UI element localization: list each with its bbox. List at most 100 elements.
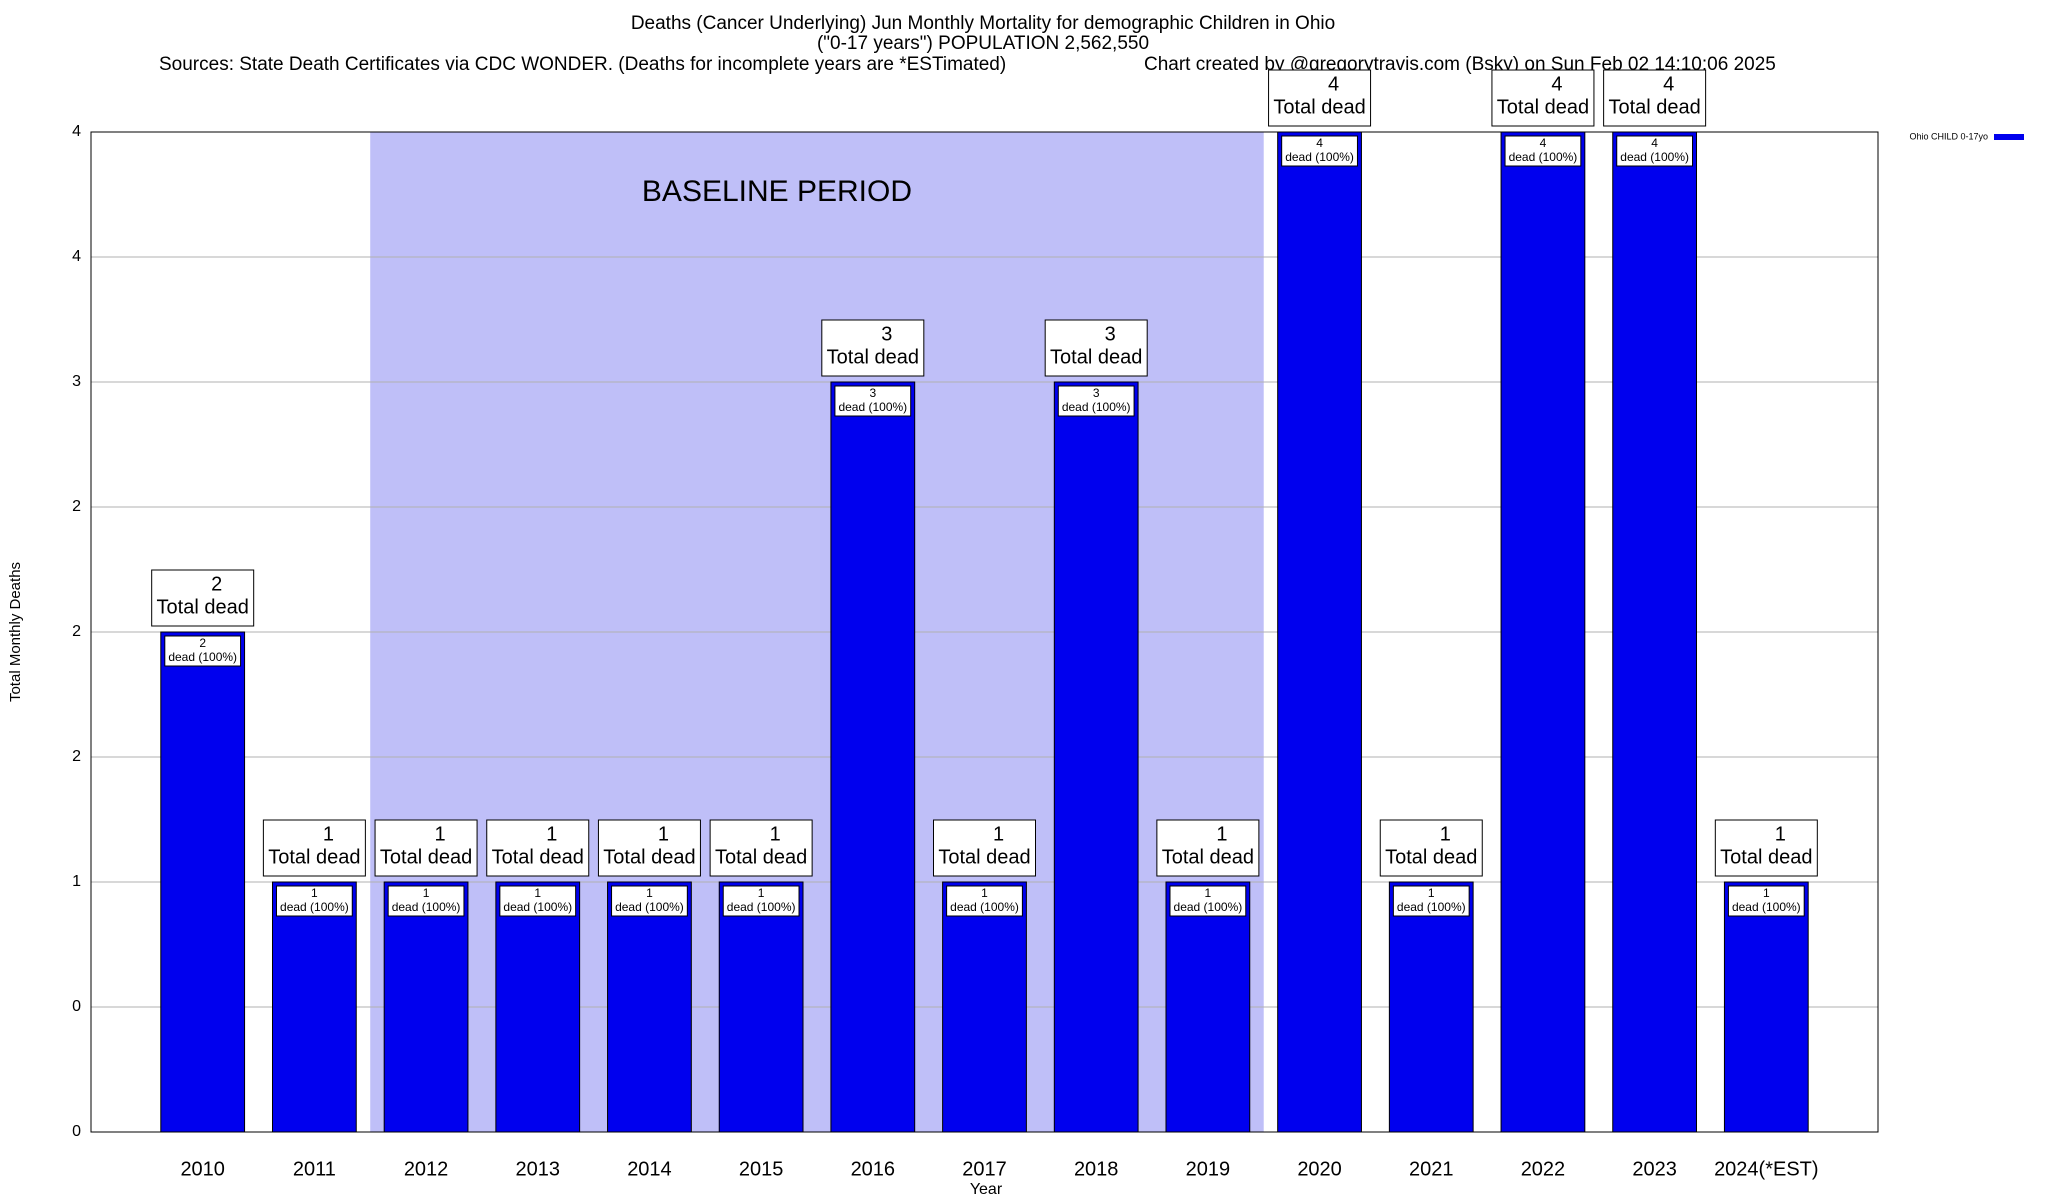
chart-subtitle: ("0-17 years") POPULATION 2,562,550 <box>817 33 1149 54</box>
total-box <box>1044 319 1148 377</box>
bar-label-box <box>1057 385 1135 417</box>
bar-label: dead (100%) <box>1509 150 1578 164</box>
bar-label: dead (100%) <box>615 900 684 914</box>
x-tick-label: 2015 <box>739 1158 784 1180</box>
y-tick-label: 3 <box>72 373 81 390</box>
x-tick-label: 2013 <box>516 1158 561 1180</box>
total-value-label: 1 <box>993 823 1004 845</box>
bar-label-box <box>387 885 465 917</box>
total-box <box>374 819 478 877</box>
bar-value-label: 1 <box>1428 886 1435 900</box>
x-tick-label: 2021 <box>1409 1158 1454 1180</box>
bar-value-label: 2 <box>199 636 206 650</box>
total-value-label: 2 <box>211 573 222 595</box>
legend-swatch <box>1994 134 2024 140</box>
bar-label-box <box>946 885 1023 917</box>
total-label: Total dead <box>603 846 695 868</box>
y-tick-label: 2 <box>72 623 81 640</box>
total-box <box>597 819 701 877</box>
bar-label-box <box>1392 885 1470 917</box>
total-label: Total dead <box>1273 96 1365 118</box>
y-tick-label: 0 <box>72 1123 81 1140</box>
x-axis-label: Year <box>970 1181 1003 1198</box>
total-label: Total dead <box>1608 96 1700 118</box>
total-box <box>1156 819 1260 877</box>
bar-label-box <box>1504 135 1582 167</box>
total-value-label: 1 <box>546 823 557 845</box>
x-tick-label: 2010 <box>180 1158 225 1180</box>
total-label: Total dead <box>827 346 919 368</box>
bar-label: dead (100%) <box>838 400 907 414</box>
bar <box>1053 381 1139 1133</box>
bar <box>942 881 1027 1133</box>
total-label: Total dead <box>1162 846 1254 868</box>
bar-value-label: 1 <box>646 886 653 900</box>
bar-label-box <box>722 885 800 917</box>
total-label: Total dead <box>1385 846 1477 868</box>
bar-label: dead (100%) <box>1732 900 1801 914</box>
bar-value-label: 1 <box>1205 886 1212 900</box>
x-tick-label: 2020 <box>1297 1158 1342 1180</box>
total-box <box>151 569 255 627</box>
total-value-label: 1 <box>323 823 334 845</box>
bar-label-box <box>1616 135 1694 167</box>
x-tick-label: 2011 <box>293 1158 336 1180</box>
x-tick-label: 2022 <box>1521 1158 1566 1180</box>
total-value-label: 1 <box>1775 823 1786 845</box>
bar-label-box <box>275 885 353 917</box>
bar-label: dead (100%) <box>1174 900 1243 914</box>
total-box <box>709 819 813 877</box>
bar-label: dead (100%) <box>1285 150 1354 164</box>
bar-label-box <box>1169 885 1247 917</box>
bar <box>271 881 357 1133</box>
total-value-label: 3 <box>881 323 892 345</box>
total-label: Total dead <box>268 846 360 868</box>
source-note: Sources: State Death Certificates via CD… <box>159 54 1006 75</box>
x-tick-label: 2017 <box>962 1158 1007 1180</box>
bar <box>830 381 916 1133</box>
total-label: Total dead <box>157 596 249 618</box>
bar-value-label: 1 <box>758 886 765 900</box>
bar <box>1277 131 1362 1133</box>
bar-label: dead (100%) <box>503 900 572 914</box>
bar <box>383 881 469 1133</box>
x-tick-label: 2023 <box>1632 1158 1677 1180</box>
total-label: Total dead <box>1050 346 1142 368</box>
total-box <box>1379 819 1483 877</box>
bar-label: dead (100%) <box>727 900 796 914</box>
total-box <box>1491 69 1595 127</box>
x-tick-label: 2019 <box>1186 1158 1231 1180</box>
x-tick-label: 2014 <box>627 1158 672 1180</box>
total-label: Total dead <box>380 846 472 868</box>
bar-value-label: 1 <box>981 886 988 900</box>
y-tick-label: 2 <box>72 498 81 515</box>
x-tick-label: 2018 <box>1074 1158 1119 1180</box>
total-label: Total dead <box>1720 846 1812 868</box>
bar-label: dead (100%) <box>1620 150 1689 164</box>
total-value-label: 3 <box>1105 323 1116 345</box>
bar <box>160 631 246 1133</box>
bar-value-label: 1 <box>1763 886 1770 900</box>
total-label: Total dead <box>492 846 584 868</box>
total-box <box>1603 69 1707 127</box>
bar-label: dead (100%) <box>392 900 461 914</box>
bar-value-label: 1 <box>311 886 318 900</box>
bar-label: dead (100%) <box>1397 900 1466 914</box>
bar-value-label: 4 <box>1316 136 1323 150</box>
y-tick-label: 1 <box>72 873 81 890</box>
bar-label: dead (100%) <box>280 900 349 914</box>
total-box <box>262 819 366 877</box>
x-tick-label: 2012 <box>404 1158 449 1180</box>
chart-title: Deaths (Cancer Underlying) Jun Monthly M… <box>631 13 1335 34</box>
bar <box>607 881 692 1133</box>
total-value-label: 1 <box>1216 823 1227 845</box>
legend-label: Ohio CHILD 0-17yo <box>1909 131 1988 141</box>
total-box <box>821 319 925 377</box>
bar-label: dead (100%) <box>168 650 237 664</box>
total-label: Total dead <box>938 846 1030 868</box>
bar <box>1612 131 1698 1133</box>
y-axis-label: Total Monthly Deaths <box>7 562 24 702</box>
bar-label-box <box>1281 135 1358 167</box>
total-value-label: 1 <box>770 823 781 845</box>
